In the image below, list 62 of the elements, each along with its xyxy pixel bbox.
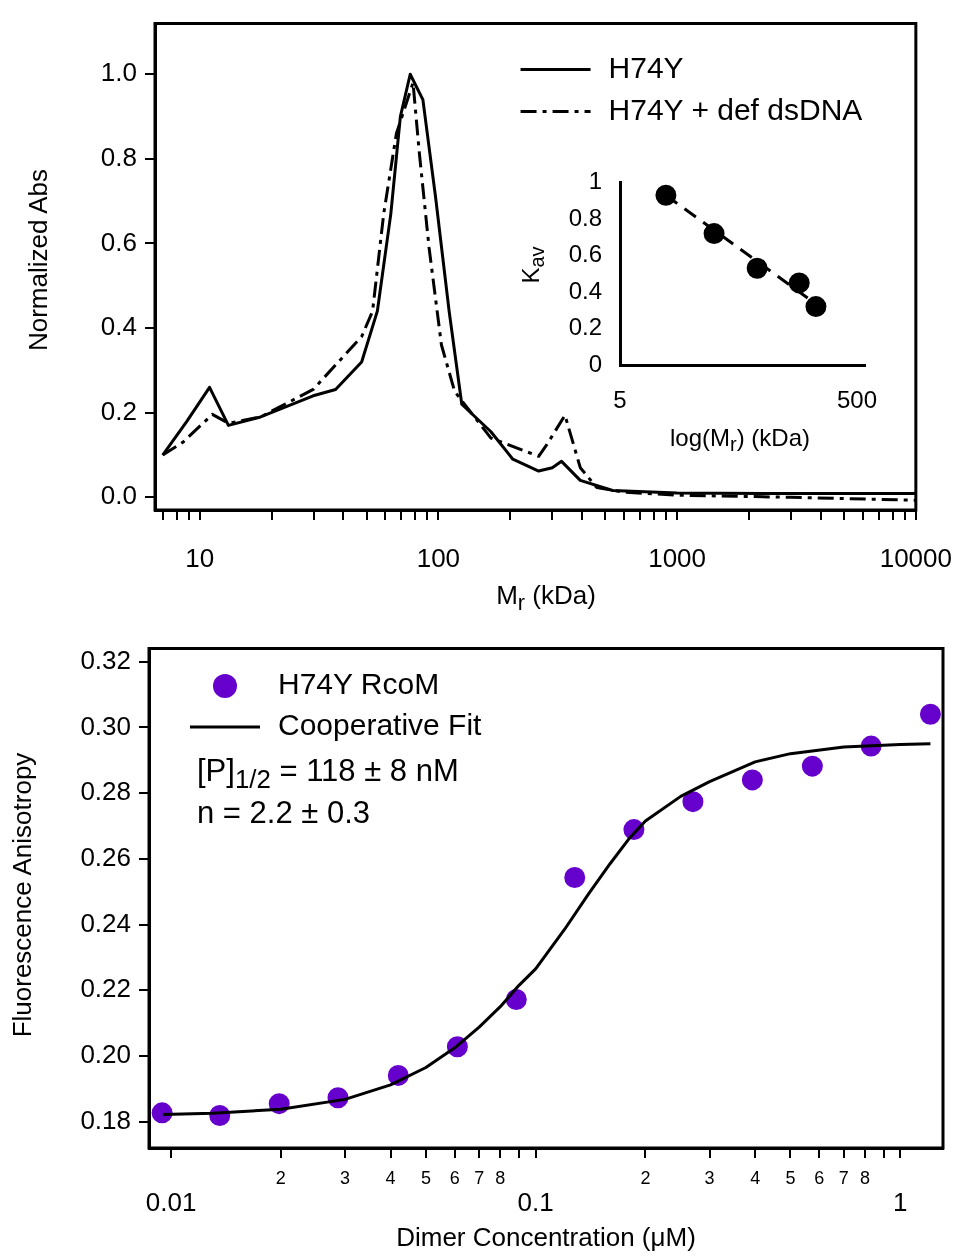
point <box>919 703 941 725</box>
text: 6 <box>814 1167 825 1188</box>
legend-label: H74Y <box>608 50 684 84</box>
y-tick-label: 0.28 <box>80 776 131 807</box>
point <box>801 755 823 777</box>
point <box>788 272 810 294</box>
x-tick-label: 1 <box>893 1186 908 1217</box>
point <box>151 1102 173 1124</box>
text: 7 <box>838 1167 849 1188</box>
y-tick-label: 0.4 <box>568 276 602 304</box>
x-tick-label: 10 <box>185 542 215 573</box>
y-tick-label: 0.0 <box>100 480 137 511</box>
x-tick-label: 500 <box>837 386 878 414</box>
y-tick-label: 0.2 <box>100 395 137 426</box>
text: 5 <box>785 1167 796 1188</box>
text: 7 <box>474 1167 485 1188</box>
legend-label: H74Y RcoM <box>278 667 440 701</box>
text: 4 <box>750 1167 761 1188</box>
y-tick-label: 0.30 <box>80 710 131 741</box>
y-tick-label: 0.8 <box>100 142 137 173</box>
y-tick-label: 0.8 <box>568 203 602 231</box>
x-tick-label: 100 <box>416 542 461 573</box>
text: 2 <box>640 1167 651 1188</box>
point <box>682 791 704 813</box>
x-axis-title: Dimer Concentration (μM) <box>396 1221 696 1253</box>
x-axis-title: log(M$_{r}$) (kDa) <box>669 423 811 457</box>
y-tick-label: 1 <box>588 167 602 195</box>
text: 8 <box>859 1167 870 1188</box>
text: 5 <box>420 1167 431 1188</box>
y-tick-label: 0.6 <box>568 240 602 268</box>
x-tick-label: 1000 <box>648 542 707 573</box>
legend-label: Cooperative Fit <box>278 708 483 742</box>
legend-label: H74Y + def dsDNA <box>608 92 863 126</box>
x-axis-title: M$_{r}$ (kDa) <box>496 579 596 617</box>
text: 8 <box>495 1167 506 1188</box>
x-tick-label: 0.01 <box>145 1186 197 1217</box>
y-tick-label: 0 <box>588 349 602 377</box>
x-tick-label: 0.1 <box>517 1186 554 1217</box>
y-tick-label: 0.4 <box>100 311 137 342</box>
y-axis-title: Normalized Abs <box>22 168 54 352</box>
y-tick-label: 1.0 <box>100 57 137 88</box>
text: 2 <box>275 1167 286 1188</box>
annotation: n = 2.2 ± 0.3 <box>197 794 370 832</box>
annotation: [P]$_{1/2}$ = 118 ± 8 nM <box>197 753 459 794</box>
point <box>703 223 725 245</box>
y-tick-label: 0.22 <box>80 973 131 1004</box>
y-tick-label: 0.18 <box>80 1104 131 1135</box>
point <box>564 867 586 889</box>
y-tick-label: 0.6 <box>100 226 137 257</box>
y-tick-label: 0.24 <box>80 907 131 938</box>
y-tick-label: 0.26 <box>80 841 131 872</box>
text: 3 <box>340 1167 351 1188</box>
y-axis-title: Fluorescence Anisotropy <box>6 752 38 1038</box>
y-tick-label: 0.32 <box>80 644 131 675</box>
point <box>741 769 763 791</box>
y-tick-label: 0.2 <box>568 313 602 341</box>
text: 4 <box>385 1167 396 1188</box>
y-tick-label: 0.20 <box>80 1039 131 1070</box>
x-tick-label: 10000 <box>879 542 953 573</box>
text: 6 <box>449 1167 460 1188</box>
text: 3 <box>704 1167 715 1188</box>
point <box>746 257 768 279</box>
